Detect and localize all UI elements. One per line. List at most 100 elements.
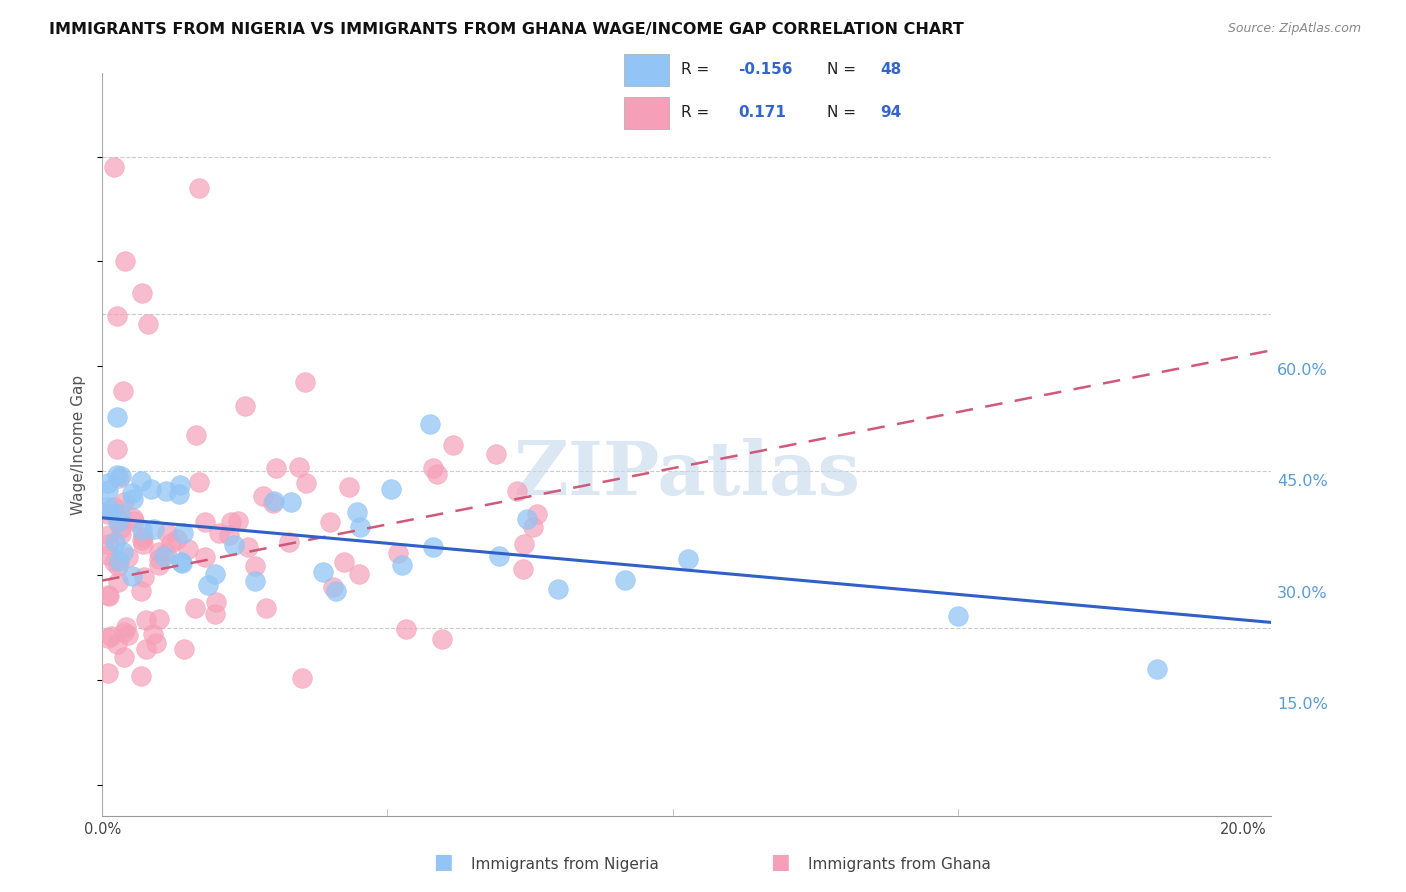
FancyBboxPatch shape bbox=[624, 97, 669, 129]
Point bbox=[188, 475, 211, 490]
Point bbox=[148, 551, 170, 566]
Point bbox=[294, 476, 316, 491]
Point bbox=[105, 442, 128, 456]
Point bbox=[97, 503, 120, 517]
Point bbox=[166, 533, 188, 547]
Point bbox=[135, 642, 157, 657]
Point bbox=[107, 471, 129, 485]
Point bbox=[252, 490, 274, 504]
Point bbox=[105, 309, 128, 323]
Point bbox=[346, 505, 368, 519]
Point bbox=[441, 438, 464, 452]
Point bbox=[177, 541, 200, 556]
Point bbox=[155, 484, 177, 499]
Point bbox=[148, 558, 170, 572]
Point bbox=[387, 546, 409, 560]
Point bbox=[288, 459, 311, 474]
Point bbox=[117, 549, 139, 564]
Point bbox=[131, 583, 153, 598]
Point bbox=[97, 527, 120, 541]
Point bbox=[110, 469, 132, 483]
Point bbox=[103, 555, 125, 569]
Point bbox=[142, 627, 165, 641]
Text: ■: ■ bbox=[433, 853, 453, 872]
Point bbox=[107, 512, 129, 526]
Text: 20.0%: 20.0% bbox=[1219, 822, 1267, 838]
Text: R =: R = bbox=[682, 62, 714, 78]
Point bbox=[325, 584, 347, 599]
Point bbox=[505, 484, 527, 499]
Point bbox=[422, 460, 444, 475]
Text: Immigrants from Nigeria: Immigrants from Nigeria bbox=[471, 857, 659, 872]
Point bbox=[208, 526, 231, 541]
Point bbox=[485, 447, 508, 461]
Text: R =: R = bbox=[682, 105, 720, 120]
Point bbox=[100, 629, 122, 643]
Point bbox=[110, 527, 132, 541]
Point bbox=[291, 671, 314, 685]
Point bbox=[121, 568, 143, 582]
Text: Source: ZipAtlas.com: Source: ZipAtlas.com bbox=[1227, 22, 1361, 36]
Point bbox=[160, 536, 183, 550]
Text: N =: N = bbox=[827, 105, 860, 120]
Point bbox=[194, 549, 217, 564]
Point bbox=[143, 522, 166, 536]
Point bbox=[678, 552, 700, 566]
Text: 60.0%: 60.0% bbox=[1277, 363, 1329, 377]
Point bbox=[97, 475, 120, 490]
Point bbox=[98, 589, 121, 603]
Point bbox=[349, 520, 371, 534]
Point bbox=[114, 620, 136, 634]
Point bbox=[186, 427, 208, 442]
Point bbox=[221, 516, 243, 530]
Point bbox=[170, 555, 193, 569]
Point bbox=[148, 612, 170, 626]
Point bbox=[347, 566, 370, 581]
Point bbox=[946, 608, 969, 623]
Point bbox=[132, 537, 155, 551]
Point bbox=[422, 541, 444, 555]
Point bbox=[522, 519, 544, 533]
Point bbox=[121, 485, 143, 500]
Point bbox=[233, 399, 256, 413]
Point bbox=[97, 500, 120, 515]
Point bbox=[319, 515, 342, 529]
Point bbox=[131, 533, 153, 547]
Point bbox=[97, 483, 120, 497]
Point bbox=[228, 514, 250, 528]
Point bbox=[107, 575, 129, 590]
Text: 45.0%: 45.0% bbox=[1277, 475, 1329, 489]
Point bbox=[333, 555, 356, 569]
Point bbox=[129, 474, 152, 488]
Point bbox=[254, 601, 277, 615]
Text: 48: 48 bbox=[880, 62, 901, 78]
Point bbox=[173, 641, 195, 656]
Point bbox=[132, 570, 155, 584]
Point bbox=[97, 631, 120, 645]
Point bbox=[204, 607, 226, 621]
Point bbox=[391, 558, 413, 572]
Text: 0.171: 0.171 bbox=[738, 105, 786, 120]
Point bbox=[97, 666, 120, 681]
Point bbox=[112, 650, 135, 665]
Point bbox=[322, 580, 344, 594]
Point bbox=[312, 565, 335, 579]
Text: N =: N = bbox=[827, 62, 860, 78]
Point bbox=[547, 582, 569, 596]
Point bbox=[145, 635, 167, 649]
Point bbox=[117, 628, 139, 642]
Point bbox=[263, 494, 285, 508]
Point bbox=[104, 534, 127, 549]
FancyBboxPatch shape bbox=[624, 54, 669, 86]
Point bbox=[135, 613, 157, 627]
Point bbox=[222, 538, 245, 552]
Point bbox=[1146, 662, 1168, 676]
Point bbox=[97, 548, 120, 562]
Point bbox=[97, 537, 120, 551]
Point bbox=[97, 507, 120, 521]
Point bbox=[155, 546, 177, 560]
Text: ■: ■ bbox=[770, 853, 790, 872]
Point bbox=[131, 285, 153, 300]
Point bbox=[112, 495, 135, 509]
Text: 0.0%: 0.0% bbox=[83, 822, 121, 838]
